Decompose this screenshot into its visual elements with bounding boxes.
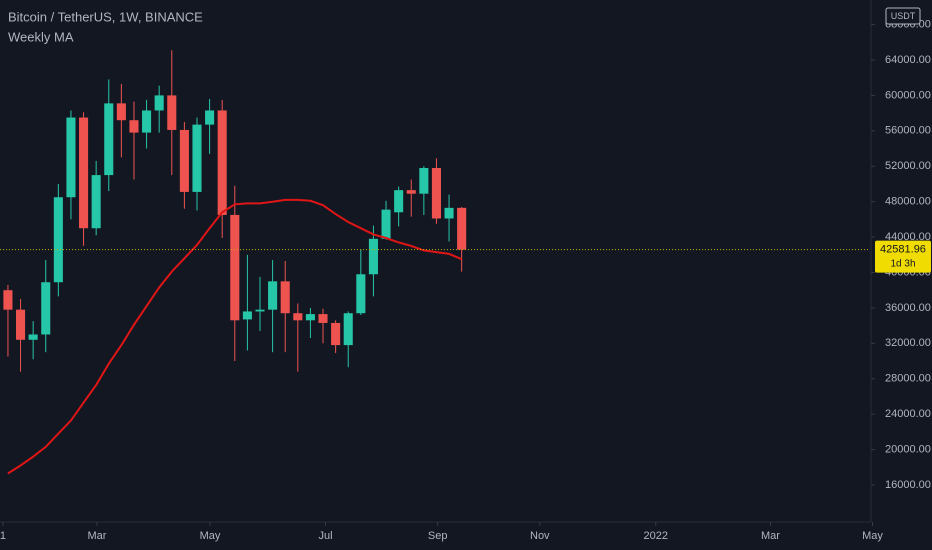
candle-body <box>28 334 38 340</box>
ma-line <box>7 198 463 475</box>
candle-body <box>154 95 164 111</box>
candle-body <box>167 95 177 130</box>
candle-body <box>116 103 126 121</box>
x-tick-label: May <box>200 530 221 542</box>
y-tick-label: 48000.00 <box>885 196 931 208</box>
x-tick-label: Mar <box>87 530 106 542</box>
candle-body <box>368 238 378 275</box>
candle-body <box>3 290 13 310</box>
y-tick-label: 56000.00 <box>885 125 931 137</box>
candle-body <box>255 309 265 312</box>
candle-body <box>129 120 139 133</box>
candle-body <box>53 197 63 283</box>
y-tick-label: 60000.00 <box>885 89 931 101</box>
y-tick-label: 32000.00 <box>885 337 931 349</box>
candle-body <box>230 214 240 321</box>
y-tick-label: 64000.00 <box>885 54 931 66</box>
candle-body <box>318 314 328 323</box>
candle-body <box>205 110 215 125</box>
candle-body <box>293 313 303 321</box>
candle-body <box>268 281 278 310</box>
candle-body <box>444 207 454 219</box>
y-tick-label: 16000.00 <box>885 479 931 491</box>
countdown-label: 1d 3h <box>890 258 915 269</box>
candle-body <box>179 129 189 192</box>
candle-body <box>394 190 404 213</box>
x-tick-label: Jul <box>319 530 333 542</box>
currency-badge <box>885 7 921 25</box>
y-tick-label: 52000.00 <box>885 160 931 172</box>
candle-body <box>66 117 76 198</box>
x-tick-label: Sep <box>428 530 448 542</box>
candle-body <box>356 274 366 314</box>
candle-body <box>406 190 416 194</box>
candle-body <box>280 281 290 314</box>
candle-body <box>457 207 467 250</box>
y-tick-label: 20000.00 <box>885 443 931 455</box>
y-tick-label: 24000.00 <box>885 408 931 420</box>
y-tick-label: 36000.00 <box>885 302 931 314</box>
x-tick-label: Nov <box>530 530 550 542</box>
candle-body <box>91 175 101 229</box>
chart-title: Bitcoin / TetherUS, 1W, BINANCE <box>8 9 203 24</box>
candle-body <box>343 313 353 346</box>
candle-body <box>41 282 51 335</box>
candle-body <box>79 117 89 229</box>
x-tick-label: Mar <box>761 530 780 542</box>
x-tick-label: 1 <box>0 530 6 542</box>
y-tick-label: 28000.00 <box>885 373 931 385</box>
candle-body <box>192 124 202 192</box>
price-label-box <box>875 240 931 273</box>
candle-body <box>381 209 391 239</box>
candle-body <box>431 168 441 219</box>
candle-body <box>104 103 114 176</box>
candle-body <box>16 309 26 340</box>
legend-entry: Weekly MA <box>8 29 74 44</box>
candle-body <box>305 314 315 321</box>
candle-body <box>331 322 341 346</box>
x-tick-label: 2022 <box>644 530 668 542</box>
candle-body <box>242 311 252 320</box>
y-tick-label: 44000.00 <box>885 231 931 243</box>
x-tick-label: May <box>862 530 883 542</box>
candle-body <box>419 168 429 194</box>
price-label: 42581.96 <box>880 244 926 256</box>
plot-area <box>3 50 467 475</box>
candle-body <box>217 110 227 215</box>
candle-body <box>142 110 152 133</box>
currency-label: USDT <box>891 11 916 21</box>
